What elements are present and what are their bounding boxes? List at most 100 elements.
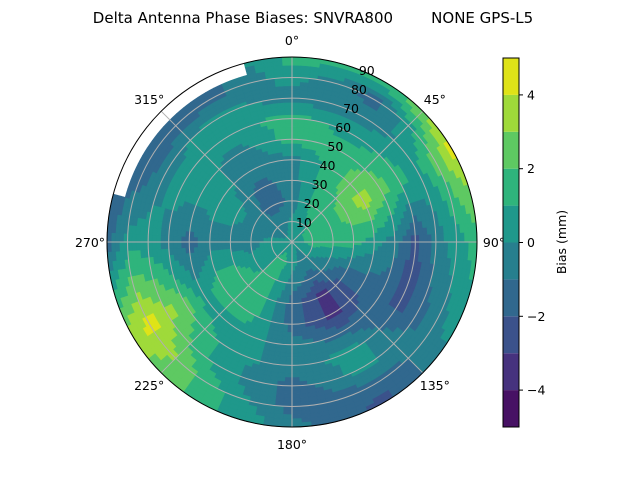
contour-cell [206, 237, 210, 242]
contour-cell [292, 82, 300, 86]
contour-cell [386, 247, 390, 252]
contour-cell [177, 236, 181, 242]
contour-cell [411, 242, 415, 248]
contour-cell [160, 235, 164, 242]
contour-cell [464, 233, 468, 242]
contour-cell [292, 110, 299, 114]
contour-cell [222, 238, 226, 242]
contour-cell [292, 86, 300, 90]
contour-cell [297, 328, 302, 332]
contour-cell [440, 242, 444, 250]
contour-cell [292, 341, 297, 345]
contour-cell [292, 361, 298, 365]
contour-cell [292, 102, 299, 106]
contour-cell [181, 248, 186, 254]
contour-cell [189, 242, 193, 247]
contour-cell [287, 341, 292, 345]
contour-cell [444, 242, 448, 250]
contour-cell [382, 247, 386, 252]
contour-cell [432, 242, 436, 250]
contour-cell [181, 242, 185, 248]
contour-cell [132, 242, 136, 250]
contour-cell [382, 232, 386, 237]
contour-cell [214, 246, 218, 250]
contour-cell [226, 239, 230, 242]
contour-cell [366, 242, 370, 246]
contour-cell [423, 242, 427, 249]
contour-cell [292, 382, 300, 386]
contour-cell [202, 247, 206, 252]
contour-cell [398, 248, 403, 254]
contour-cell [297, 148, 302, 152]
contour-cell [284, 398, 292, 402]
contour-cell [292, 119, 298, 123]
contour-cell [286, 357, 292, 361]
contour-cell [283, 410, 292, 414]
contour-cell [292, 345, 298, 349]
contour-cell [403, 242, 407, 248]
contour-cell [111, 242, 115, 251]
contour-cell [285, 369, 292, 373]
contour-cell [345, 236, 349, 239]
contour-cell [292, 152, 297, 156]
contour-cell [292, 127, 298, 131]
contour-cell [395, 236, 399, 242]
contour-cell [297, 336, 302, 340]
contour-cell [288, 320, 292, 324]
contour-cell [292, 172, 296, 176]
contour-cell [177, 242, 181, 248]
contour-cell [173, 236, 177, 242]
contour-cell [296, 312, 300, 316]
contour-cell [407, 242, 411, 248]
contour-cell [214, 238, 218, 242]
contour-cell [469, 233, 473, 242]
contour-cell [378, 242, 382, 247]
contour-cell [292, 324, 297, 328]
contour-cell [193, 247, 197, 252]
contour-cell [366, 238, 370, 242]
contour-cell [282, 336, 287, 340]
contour-cell [284, 390, 292, 394]
contour-cell [374, 242, 378, 247]
contour-cell [292, 98, 300, 102]
contour-cell [169, 236, 173, 242]
contour-cell [432, 234, 436, 242]
contour-cell [292, 414, 301, 418]
contour-cell [370, 242, 374, 246]
contour-cell [292, 135, 298, 139]
contour-cell [298, 131, 304, 136]
contour-cell [285, 377, 292, 381]
contour-cell [287, 324, 292, 328]
contour-cell [280, 348, 286, 353]
contour-cell [399, 242, 403, 248]
contour-cell [292, 160, 296, 164]
contour-cell [399, 236, 403, 242]
contour-cell [287, 328, 292, 332]
contour-cell [354, 242, 358, 245]
contour-cell [297, 332, 302, 336]
contour-cell [298, 127, 304, 132]
contour-cell [286, 345, 292, 349]
contour-cell [177, 230, 182, 236]
contour-cell [296, 316, 300, 320]
contour-cell [427, 242, 431, 249]
contour-cell [198, 232, 202, 237]
contour-cell [193, 242, 197, 247]
contour-cell [386, 232, 390, 237]
contour-cell [156, 242, 160, 249]
contour-cell [292, 147, 297, 151]
contour-cell [427, 235, 431, 242]
contour-cell [115, 242, 119, 251]
contour-cell [140, 242, 144, 250]
contour-cell [370, 238, 374, 242]
contour-cell [292, 176, 295, 180]
contour-cell [197, 242, 201, 247]
contour-cell [181, 230, 186, 236]
contour-cell [358, 238, 362, 242]
contour-cell [292, 357, 298, 361]
contour-cell [185, 236, 189, 242]
contour-cell [288, 308, 292, 312]
contour-cell [148, 234, 152, 242]
contour-cell [111, 233, 115, 242]
